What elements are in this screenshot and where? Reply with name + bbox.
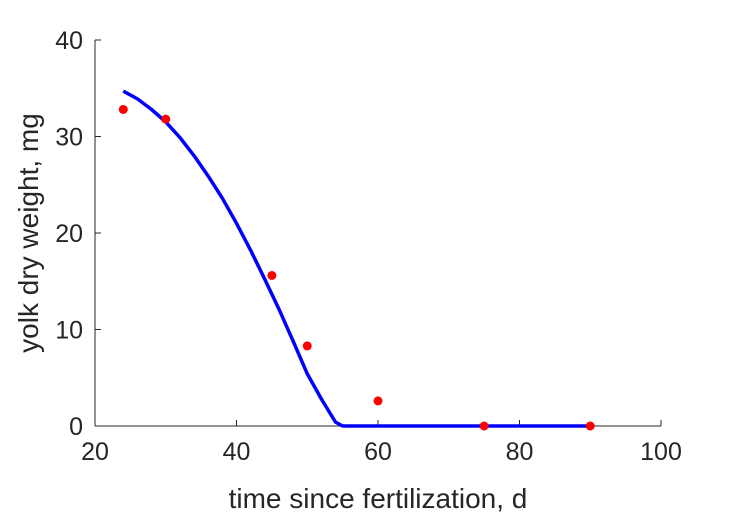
data-point xyxy=(373,396,383,406)
data-point xyxy=(585,421,595,431)
x-axis-label: time since fertilization, d xyxy=(229,483,528,514)
x-tick-label: 80 xyxy=(506,438,534,466)
data-point xyxy=(479,421,489,431)
y-tick-label: 30 xyxy=(55,124,83,152)
x-tick-label: 100 xyxy=(640,438,682,466)
data-point xyxy=(118,104,128,114)
x-tick-label: 40 xyxy=(223,438,251,466)
x-tick-label: 20 xyxy=(81,438,109,466)
x-tick-label: 60 xyxy=(364,438,392,466)
x-axis-ticks: 20 40 60 80 100 xyxy=(81,420,682,466)
data-point xyxy=(267,270,277,280)
series-layer xyxy=(118,89,595,431)
fit-curve xyxy=(122,89,591,428)
y-axis-ticks: 0 10 20 30 40 xyxy=(55,27,101,441)
y-tick-label: 20 xyxy=(55,220,83,248)
y-tick-label: 10 xyxy=(55,317,83,345)
y-axis-label: yolk dry weight, mg xyxy=(13,113,44,353)
plot-area: 20 40 60 80 100 0 10 20 30 40 xyxy=(55,27,682,466)
y-tick-label: 40 xyxy=(55,27,83,55)
y-tick-label: 0 xyxy=(69,413,83,441)
data-point xyxy=(302,341,312,351)
data-point xyxy=(161,114,171,124)
